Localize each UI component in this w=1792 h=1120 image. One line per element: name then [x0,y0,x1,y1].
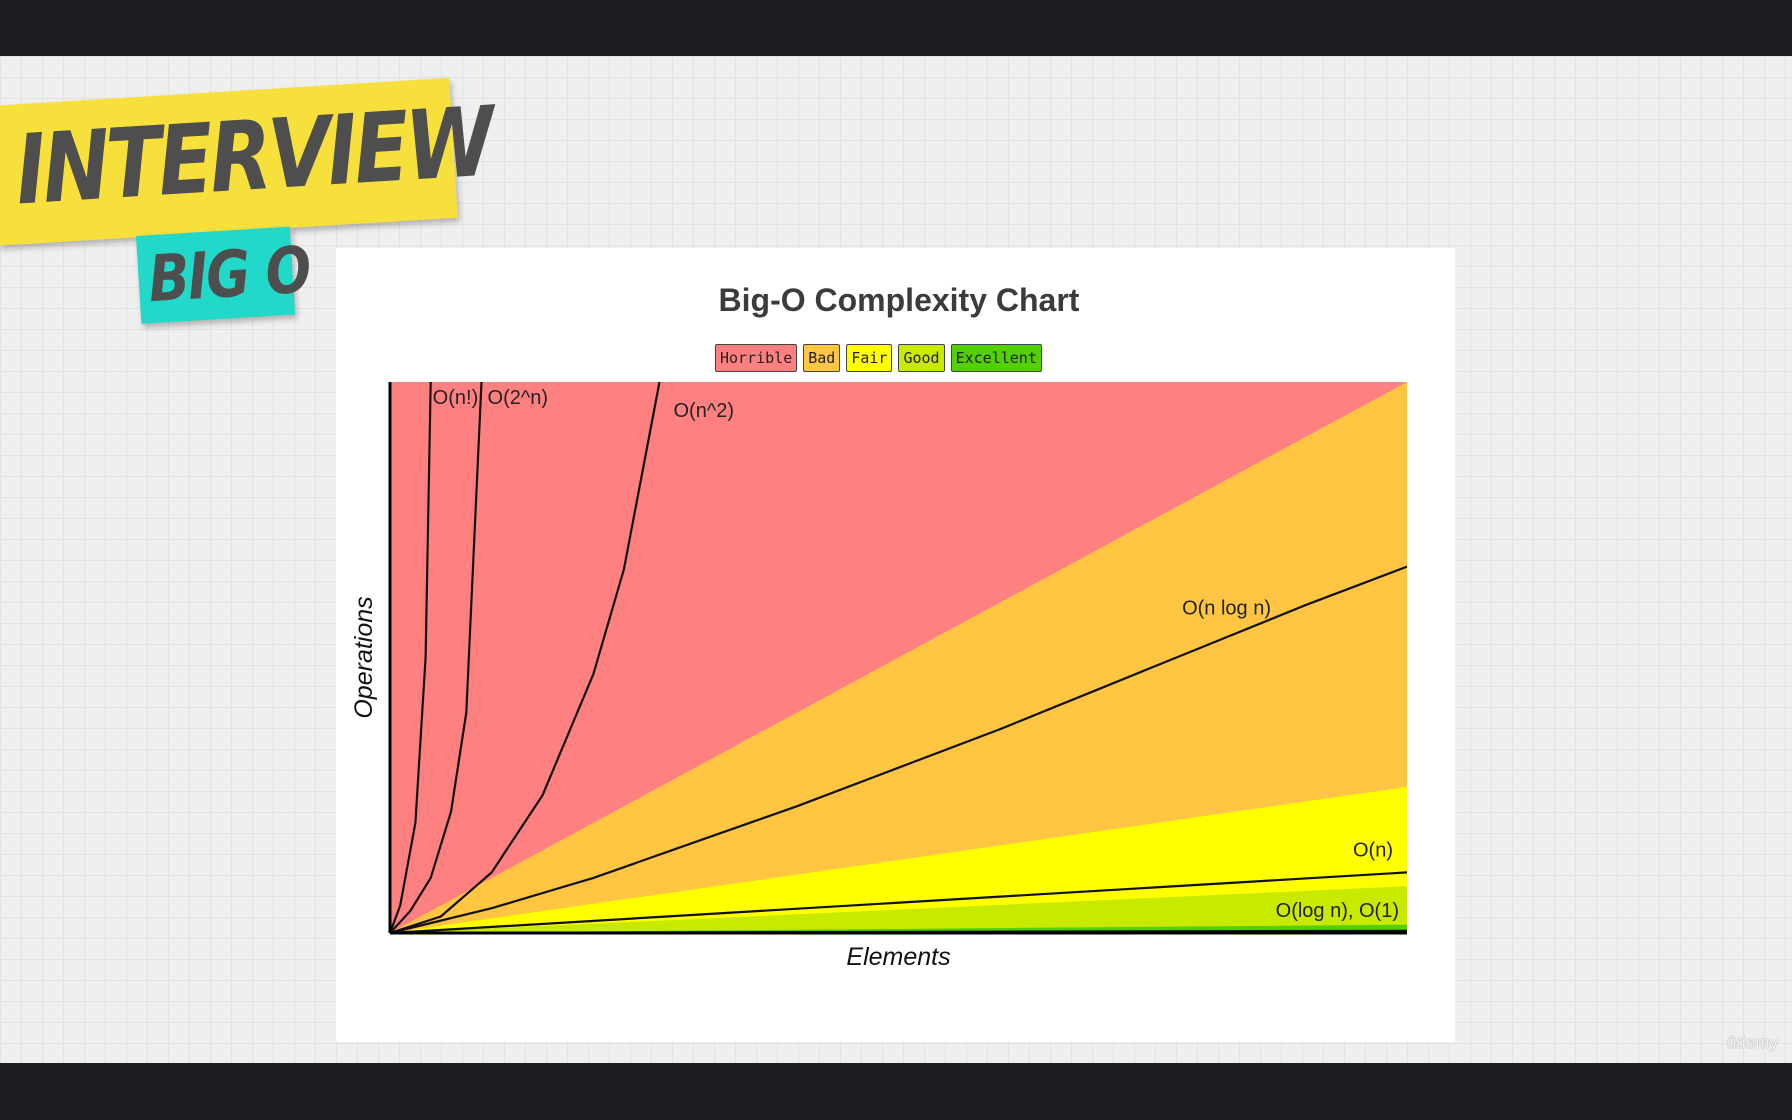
interview-sticker: INTERVIEW [0,77,494,246]
chart-plot: O(n!) O(2^n) O(n^2) O(n log n) O(n) O(log n),… [350,381,1408,971]
legend-item-good: Good [898,344,945,372]
series-label-1: O(2^n) [488,387,549,409]
series-line-2 [389,381,661,935]
series-label-2: O(n^2) [674,400,735,422]
y-axis-label: Operations [350,596,378,718]
legend-item-fair: Fair [846,344,893,372]
region-bad [390,382,1407,933]
series-line-0 [388,381,432,934]
slide-background: INTERVIEW BIG O Big-O Complexity Chart H… [0,56,1792,1063]
legend-item-excellent: Excellent [950,344,1042,372]
udemy-watermark: ûdemy [1726,1033,1778,1052]
series-line-1 [389,381,483,934]
series-label-0: O(n!) [433,387,479,409]
chart-legend: Horrible Bad Fair Good Excellent [715,344,1042,372]
chart-card: Big-O Complexity Chart Horrible Bad Fair Go… [336,248,1455,1042]
region-fair [390,786,1407,933]
big-o-sticker-text: BIG O [146,233,312,318]
legend-item-horrible: Horrible [715,344,798,372]
region-good [390,886,1407,933]
series-label-3: O(n log n) [1182,598,1271,620]
chart-title: Big-O Complexity Chart [718,282,1080,318]
series-line-4 [389,871,1408,935]
x-axis-label: Elements [846,943,950,971]
interview-sticker-text: INTERVIEW [12,85,495,227]
series-line-3 [389,565,1408,935]
big-o-sticker: BIG O [136,226,312,324]
series-label-4: O(n) [1353,839,1393,861]
series-label-5: O(log n), O(1) [1276,900,1399,922]
legend-item-bad: Bad [803,344,841,372]
